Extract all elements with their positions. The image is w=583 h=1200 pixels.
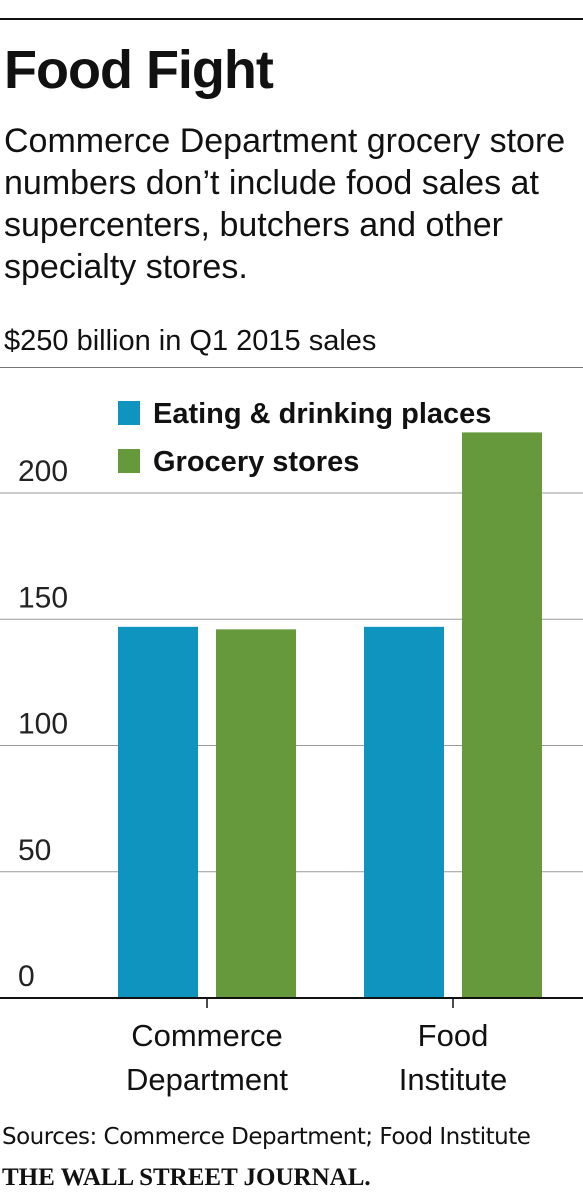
y-tick-label: 50 <box>18 834 51 867</box>
legend: Eating & drinking places Grocery stores <box>118 398 491 478</box>
legend-swatch <box>118 401 140 425</box>
publisher-logo: THE WALL STREET JOURNAL. <box>2 1164 371 1191</box>
bar-chart: 0 50 100 150 200 Commerce Department Food Instit… <box>0 398 583 1097</box>
y-tick-label: 0 <box>18 960 35 993</box>
y-tick-label: 200 <box>18 455 68 488</box>
bar <box>462 432 542 998</box>
x-tick-label: Commerce <box>131 1018 283 1053</box>
chart-title: Food Fight <box>4 40 274 100</box>
y-tick-label: 150 <box>18 581 68 614</box>
header-divider <box>0 367 583 368</box>
y-tick-label: 100 <box>18 708 68 741</box>
bar <box>216 629 296 998</box>
bar <box>364 626 444 998</box>
x-tick-label: Department <box>126 1062 288 1097</box>
unit-label: $250 billion in Q1 2015 sales <box>4 325 377 357</box>
top-rule <box>0 18 583 20</box>
x-tick-label: Institute <box>399 1062 508 1097</box>
legend-label: Grocery stores <box>153 446 359 478</box>
x-tick-label: Food <box>418 1018 489 1053</box>
legend-swatch <box>118 449 140 473</box>
bar <box>118 626 198 998</box>
bars <box>118 432 542 998</box>
legend-label: Eating & drinking places <box>153 398 491 430</box>
source-note: Sources: Commerce Department; Food Insti… <box>2 1124 531 1150</box>
chart-subtitle: Commerce Department grocery store number… <box>4 122 566 286</box>
axes: 0 50 100 150 200 Commerce Department Food Instit… <box>0 455 583 1097</box>
